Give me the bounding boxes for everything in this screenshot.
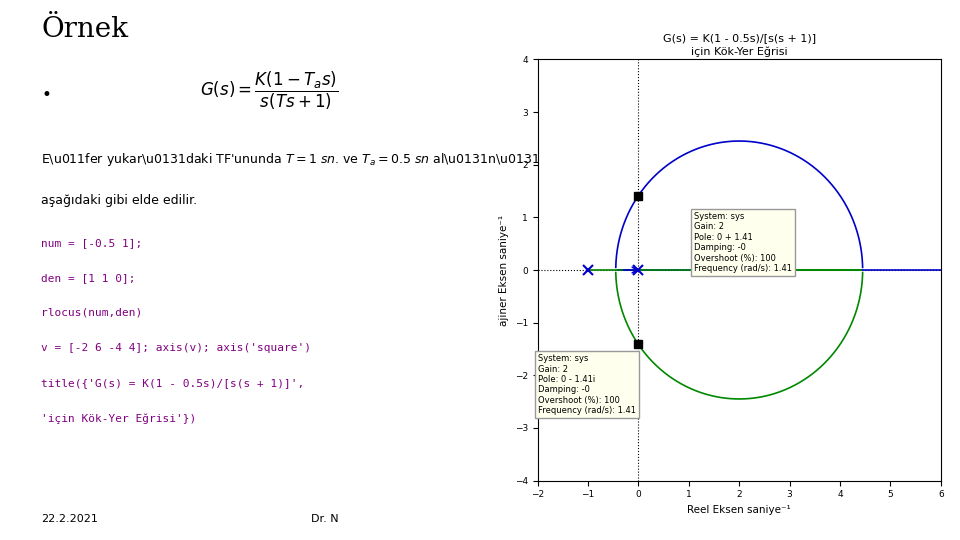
Text: title({'G(s) = K(1 - 0.5s)/[s(s + 1)]',: title({'G(s) = K(1 - 0.5s)/[s(s + 1)]', <box>41 378 304 388</box>
Text: System: sys
Gain: 2
Pole: 0 - 1.41i
Damping: -0
Overshoot (%): 100
Frequency (ra: System: sys Gain: 2 Pole: 0 - 1.41i Damp… <box>538 354 636 415</box>
Title: G(s) = K(1 - 0.5s)/[s(s + 1)]
için Kök-Yer Eğrisi: G(s) = K(1 - 0.5s)/[s(s + 1)] için Kök-Y… <box>662 33 816 57</box>
Text: E\u011fer yukar\u0131daki TF'ununda $T = 1$ $sn$. ve $T_a = 0.5$ $sn$ al\u0131n\: E\u011fer yukar\u0131daki TF'ununda $T =… <box>41 151 682 168</box>
Text: Örnek: Örnek <box>41 16 129 43</box>
Text: $G(s) = \dfrac{K(1-T_a s)}{s(Ts+1)}$: $G(s) = \dfrac{K(1-T_a s)}{s(Ts+1)}$ <box>201 70 339 112</box>
Text: aşağıdaki gibi elde edilir.: aşağıdaki gibi elde edilir. <box>41 194 198 207</box>
Text: System: sys
Gain: 2
Pole: 0 + 1.41
Damping: -0
Overshoot (%): 100
Frequency (rad: System: sys Gain: 2 Pole: 0 + 1.41 Dampi… <box>694 212 792 273</box>
Text: num = [-0.5 1];: num = [-0.5 1]; <box>41 238 143 248</box>
X-axis label: Reel Eksen saniye⁻¹: Reel Eksen saniye⁻¹ <box>687 505 791 515</box>
Text: 22.2.2021: 22.2.2021 <box>41 514 98 524</box>
Text: 'için Kök-Yer Eğrisi'}): 'için Kök-Yer Eğrisi'}) <box>41 413 197 423</box>
Text: v = [-2 6 -4 4]; axis(v); axis('square'): v = [-2 6 -4 4]; axis(v); axis('square') <box>41 343 311 353</box>
Text: rlocus(num,den): rlocus(num,den) <box>41 308 143 318</box>
Text: Dr. N: Dr. N <box>311 514 339 524</box>
Text: •: • <box>41 86 51 104</box>
Y-axis label: ajiner Eksen saniye⁻¹: ajiner Eksen saniye⁻¹ <box>499 214 509 326</box>
Text: den = [1 1 0];: den = [1 1 0]; <box>41 273 136 283</box>
